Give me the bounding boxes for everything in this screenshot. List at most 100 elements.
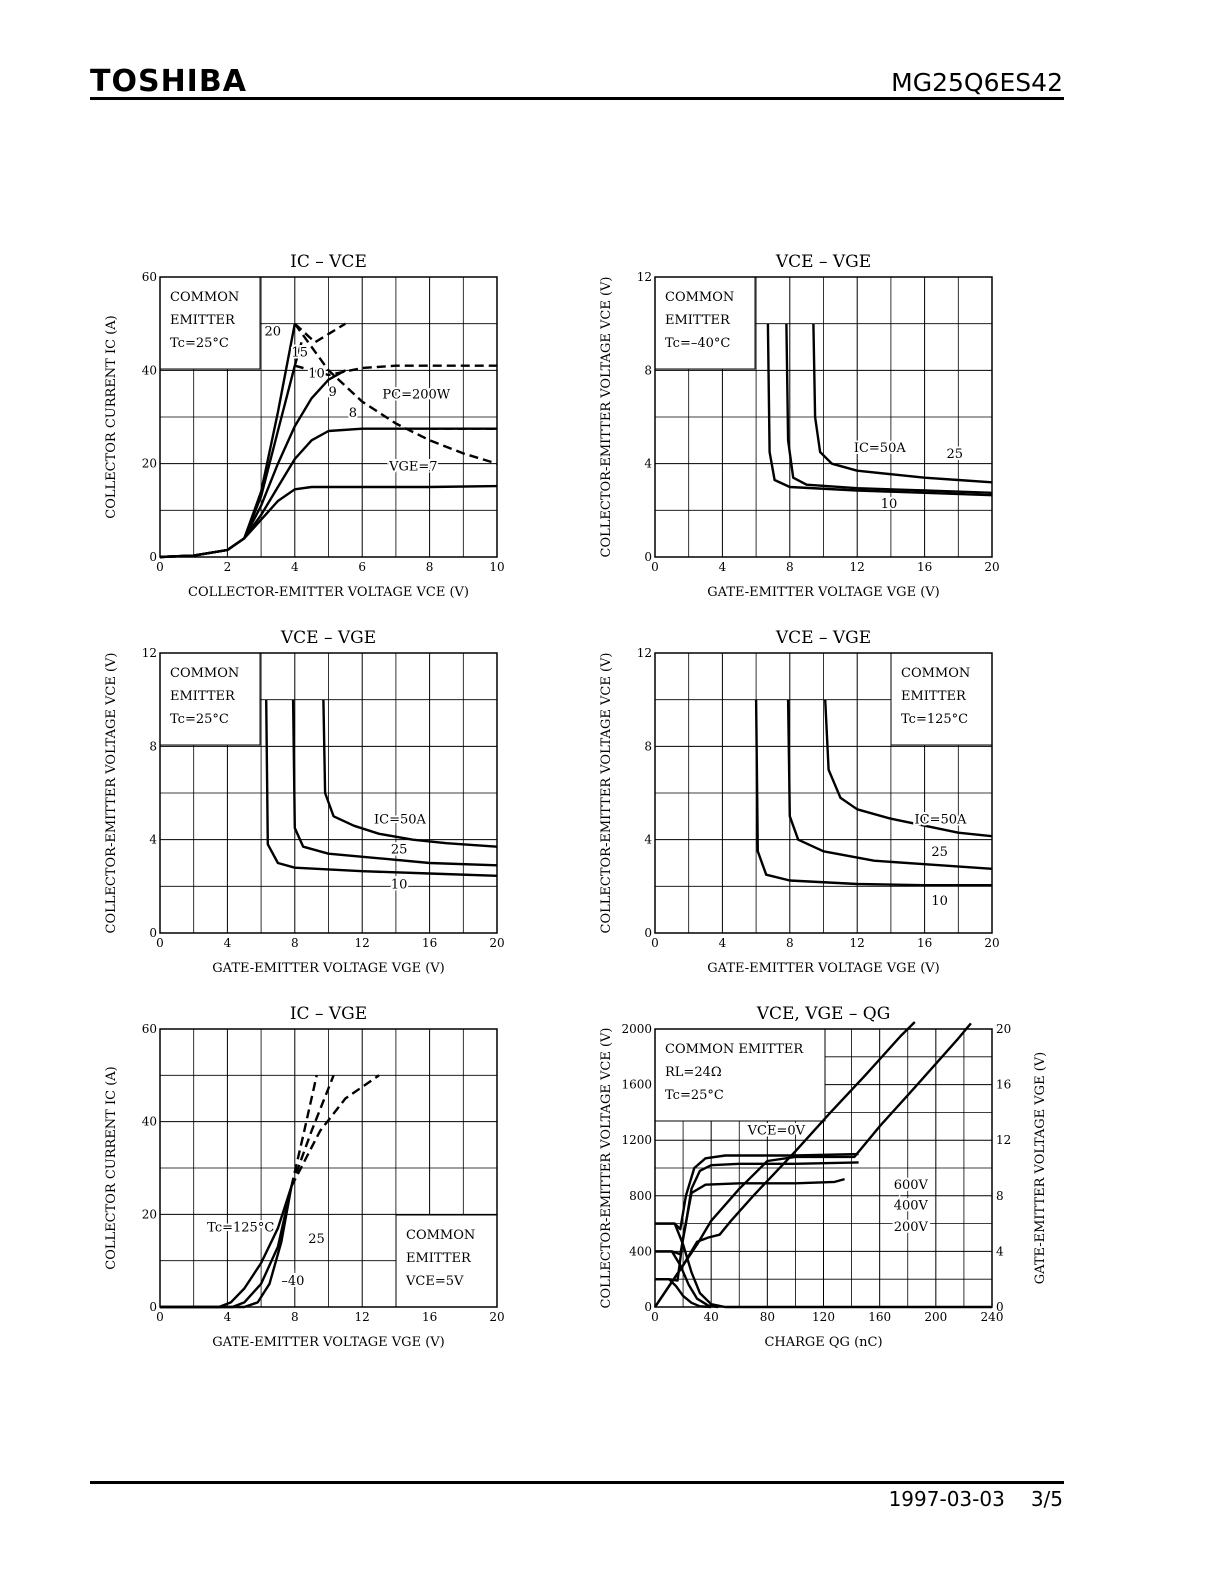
x-tick-label: 0	[156, 560, 164, 574]
x-tick-label: 2	[224, 560, 232, 574]
chart-title: IC – VCE	[290, 252, 367, 272]
data-label: IC=50A	[374, 812, 427, 827]
data-label: 400V	[894, 1199, 929, 1214]
chart-note: EMITTER	[170, 313, 236, 328]
chart-title: VCE, VGE – QG	[756, 1004, 891, 1024]
data-label: 25	[931, 845, 948, 860]
x-tick-label: 12	[850, 560, 865, 574]
chart-note: COMMON	[665, 290, 734, 305]
chart-note: Tc=125°C	[901, 712, 968, 727]
y-axis-label: COLLECTOR-EMITTER VOLTAGE VCE (V)	[104, 653, 119, 934]
footer: 1997-03-03 3/5	[863, 1487, 1063, 1511]
x-tick-label: 6	[358, 560, 366, 574]
x-tick-label: 16	[917, 936, 932, 950]
x-tick-label: 240	[981, 1310, 1004, 1324]
series-line	[655, 1250, 719, 1309]
y-tick-label: 0	[644, 1300, 652, 1314]
series-line	[291, 699, 498, 867]
y-tick-label: 8	[644, 363, 652, 377]
y2-tick-label: 4	[996, 1244, 1004, 1258]
legend-box	[654, 1028, 826, 1122]
y-tick-label: 12	[142, 646, 157, 660]
x-tick-label: 20	[984, 560, 999, 574]
chart-2: 0 4 8 12 16 20 0 4 8 12 COMMON EMITTER Tc=–40°C IC=50…	[599, 252, 1000, 600]
x-tick-label: 4	[719, 560, 727, 574]
series-line	[655, 1161, 859, 1256]
y2-axis-label: GATE-EMITTER VOLTAGE VGE (V)	[1033, 1052, 1048, 1284]
legend-box	[159, 652, 261, 746]
chart-note: EMITTER	[665, 313, 731, 328]
y-axis-label: COLLECTOR-EMITTER VOLTAGE VCE (V)	[599, 277, 614, 558]
data-label: 20	[264, 324, 281, 339]
legend-box	[395, 1214, 498, 1308]
x-tick-label: 20	[489, 936, 504, 950]
y-tick-label: 400	[629, 1244, 652, 1258]
y-axis-label: COLLECTOR CURRENT IC (A)	[104, 315, 119, 518]
chart-note: EMITTER	[901, 689, 967, 704]
y-tick-label: 0	[644, 550, 652, 564]
data-label: 600V	[894, 1178, 929, 1193]
x-tick-label: 80	[760, 1310, 775, 1324]
data-label: 10	[931, 894, 948, 909]
chart-title: VCE – VGE	[775, 252, 871, 272]
x-tick-label: 0	[651, 560, 659, 574]
y2-tick-label: 8	[996, 1189, 1004, 1203]
x-tick-label: 16	[917, 560, 932, 574]
x-tick-label: 160	[868, 1310, 891, 1324]
chart-3: 0 4 8 12 16 20 0 4 8 12 COMMON EMITTER Tc=25°C IC=50A…	[104, 628, 505, 976]
x-tick-label: 8	[786, 560, 794, 574]
x-axis-label: GATE-EMITTER VOLTAGE VGE (V)	[707, 961, 939, 976]
y-tick-label: 60	[142, 270, 157, 284]
plot-frame	[159, 1028, 498, 1308]
footer-date: 1997-03-03	[888, 1487, 1005, 1511]
chart-note: Tc=25°C	[665, 1088, 724, 1103]
y-tick-label: 40	[142, 1115, 157, 1129]
plot-frame	[159, 276, 498, 558]
chart-5: 0 4 8 12 16 20 0 20 40 60 COMMON EMITTER VCE=5V Tc=12…	[104, 1004, 505, 1350]
x-tick-label: 0	[651, 936, 659, 950]
y-axis-label: COLLECTOR CURRENT IC (A)	[104, 1066, 119, 1269]
chart-note: COMMON	[170, 666, 239, 681]
series-line	[824, 699, 993, 838]
series-line	[655, 1177, 845, 1282]
series-line	[754, 699, 992, 887]
x-axis-label: GATE-EMITTER VOLTAGE VGE (V)	[212, 961, 444, 976]
data-label: IC=50A	[914, 812, 967, 827]
y2-tick-label: 0	[996, 1300, 1004, 1314]
series-line	[293, 322, 498, 465]
plot-frame	[159, 652, 498, 934]
y-axis-label: COLLECTOR-EMITTER VOLTAGE VCE (V)	[599, 1028, 614, 1309]
y-tick-label: 4	[644, 833, 652, 847]
y-tick-label: 60	[142, 1022, 157, 1036]
chart-title: IC – VGE	[290, 1004, 367, 1024]
series-line	[290, 1074, 335, 1187]
x-tick-label: 4	[224, 936, 232, 950]
x-tick-label: 8	[291, 936, 299, 950]
chart-note: COMMON	[406, 1228, 475, 1243]
y-tick-label: 1200	[621, 1133, 652, 1147]
data-label: –40	[281, 1274, 304, 1289]
chart-note: EMITTER	[406, 1251, 472, 1266]
data-label: VCE=0V	[747, 1124, 806, 1139]
x-tick-label: 12	[355, 1310, 370, 1324]
y-tick-label: 0	[149, 926, 157, 940]
series-line	[160, 1186, 293, 1309]
data-label: 25	[391, 843, 408, 858]
chart-note: COMMON	[170, 290, 239, 305]
y2-tick-label: 20	[996, 1022, 1011, 1036]
series-line	[655, 1278, 712, 1309]
data-label: Tc=125°C	[207, 1220, 274, 1235]
x-tick-label: 12	[850, 936, 865, 950]
x-tick-label: 10	[489, 560, 504, 574]
chart-4: 0 4 8 12 16 20 0 4 8 12 COMMON EMITTER Tc=125°C IC=50…	[599, 628, 1000, 976]
y-tick-label: 8	[644, 739, 652, 753]
data-label: VGE=7	[388, 460, 437, 475]
chart-note: Tc=–40°C	[665, 336, 730, 351]
data-label: 25	[947, 447, 964, 462]
chart-1: 0 2 4 6 8 100204060COMMONEMITTERTc=25°C201510…	[104, 252, 505, 600]
x-tick-label: 8	[426, 560, 434, 574]
chart-note: COMMON EMITTER	[665, 1042, 804, 1057]
x-tick-label: 12	[355, 936, 370, 950]
x-tick-label: 0	[156, 1310, 164, 1324]
